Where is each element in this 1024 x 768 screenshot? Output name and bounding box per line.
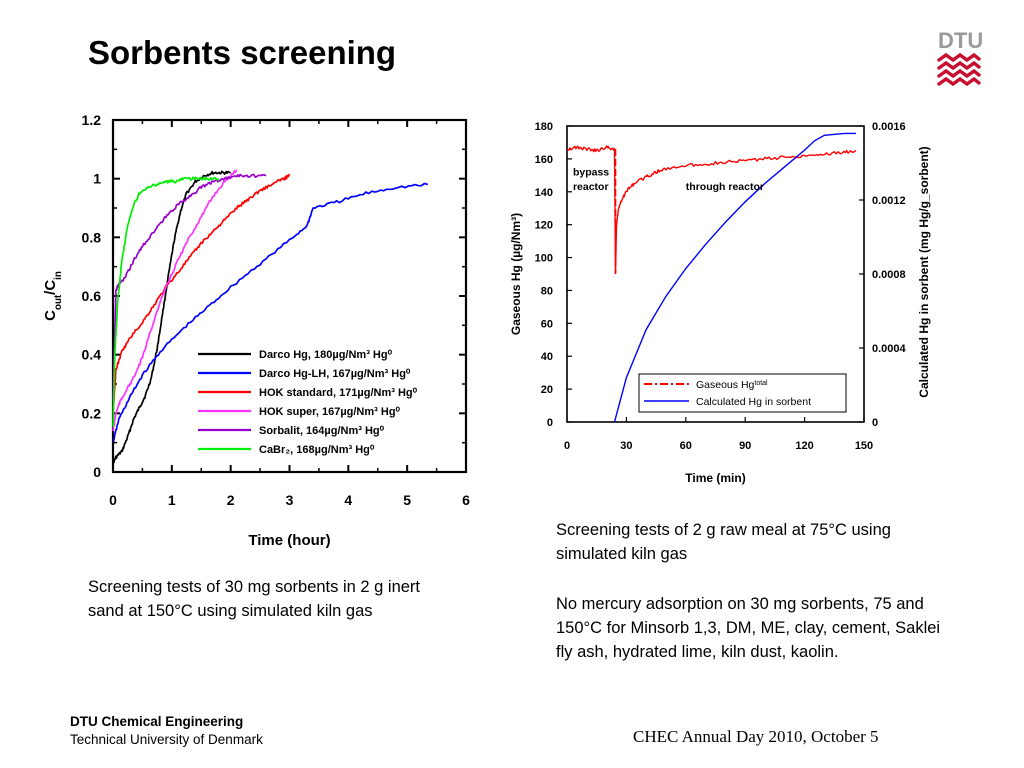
- y-tick-label: 1.2: [82, 112, 102, 128]
- series-line: [112, 176, 220, 427]
- x-tick-label: 2: [227, 492, 235, 508]
- x-tick-label: 120: [795, 440, 813, 452]
- legend-entry-gaseous-hg: Gaseous Hgtotal: [696, 379, 768, 391]
- caption-left: Screening tests of 30 mg sorbents in 2 g…: [88, 578, 421, 620]
- series-line: [112, 169, 238, 432]
- y-tick-label: 0.6: [82, 288, 102, 304]
- x-tick-label: 4: [344, 492, 352, 508]
- legend-entry: HOK super, 167µg/Nm³ Hg⁰: [259, 406, 401, 418]
- y-tick-label: 60: [541, 318, 553, 330]
- y-tick-label: 140: [535, 187, 553, 199]
- footer-event: CHEC Annual Day 2010, October 5: [633, 727, 879, 746]
- y-tick-label: 100: [535, 253, 553, 265]
- y-tick-label: 160: [535, 154, 553, 166]
- series-line-gaseous-hg: [566, 145, 857, 274]
- legend-entry: Sorbalit, 164µg/Nm³ Hg⁰: [259, 425, 385, 437]
- y-tick-label: 0: [93, 464, 101, 480]
- legend-entry: HOK standard, 171µg/Nm³ Hg⁰: [259, 387, 418, 399]
- logo-text: DTU: [938, 28, 982, 53]
- slide-title: Sorbents screening: [88, 34, 397, 71]
- series-line: [112, 173, 291, 413]
- y-axis-label: Gaseous Hg (µg/Nm³): [509, 213, 523, 335]
- footer-university: Technical University of Denmark: [70, 732, 263, 747]
- y-tick-label: 0.2: [82, 405, 102, 421]
- x-tick-label: 0: [564, 440, 570, 452]
- footer-organization: DTU Chemical Engineering: [70, 714, 244, 729]
- x-tick-label: 30: [620, 440, 632, 452]
- legend-entry: Darco Hg-LH, 167µg/Nm³ Hg⁰: [259, 368, 411, 380]
- x-axis-label: Time (hour): [248, 532, 330, 549]
- y2-axis-label: Calculated Hg in sorbent (mg Hg/g_sorben…: [917, 146, 931, 397]
- x-tick-label: 150: [855, 440, 873, 452]
- y-tick-label: 0.4: [82, 347, 102, 363]
- x-tick-label: 0: [109, 492, 117, 508]
- caption-right-2: No mercury adsorption on 30 mg sorbents,…: [556, 595, 941, 661]
- chart-raw-meal-hg: 0 30 60 90 120 150 0 20 40 60 80 100 120 140 160 180 0 0.…: [509, 121, 931, 485]
- y2-tick-label: 0: [872, 417, 878, 429]
- x-axis-label: Time (min): [685, 471, 745, 485]
- series-line: [112, 173, 267, 400]
- legend-entry-calculated-hg: Calculated Hg in sorbent: [696, 396, 811, 408]
- dtu-logo: DTU: [937, 28, 982, 87]
- y-tick-label: 0.8: [82, 229, 102, 245]
- series-line-calculated-hg: [613, 132, 857, 423]
- y-tick-label: 1: [93, 171, 101, 187]
- x-tick-label: 90: [739, 440, 751, 452]
- x-tick-label: 5: [403, 492, 411, 508]
- legend-box: [638, 373, 847, 413]
- x-tick-label: 3: [286, 492, 294, 508]
- y-tick-label: 120: [535, 220, 553, 232]
- y2-tick-label: 0.0016: [872, 121, 906, 133]
- y-tick-label: 180: [535, 121, 553, 133]
- y2-tick-label: 0.0008: [872, 269, 906, 281]
- y-axis-label: Cout/Cin: [42, 271, 64, 321]
- y2-tick-label: 0.0012: [872, 195, 906, 207]
- logo-wave-mark: [937, 52, 981, 87]
- caption-right-1: Screening tests of 2 g raw meal at 75°C …: [556, 521, 891, 563]
- annotation: reactor: [573, 181, 609, 193]
- annotation: through reactor: [686, 181, 764, 193]
- y2-tick-label: 0.0004: [872, 343, 907, 355]
- series-line: [112, 170, 231, 465]
- y-tick-label: 20: [541, 384, 553, 396]
- x-tick-label: 6: [462, 492, 470, 508]
- x-tick-label: 60: [680, 440, 692, 452]
- y-tick-label: 0: [547, 417, 553, 429]
- y-tick-label: 40: [541, 351, 553, 363]
- legend-entry: Darco Hg, 180µg/Nm³ Hg⁰: [259, 349, 393, 361]
- chart-sorbent-breakthrough: 0 1 2 3 4 5 6 0 0.2 0.4 0.6 0.8 1 1.2 Time (hour) Cout/…: [42, 112, 470, 549]
- legend-entry: CaBr₂, 168µg/Nm³ Hg⁰: [259, 444, 375, 456]
- y-tick-label: 80: [541, 285, 553, 297]
- x-tick-label: 1: [168, 492, 176, 508]
- annotation: bypass: [573, 166, 609, 178]
- series-line: [112, 182, 429, 443]
